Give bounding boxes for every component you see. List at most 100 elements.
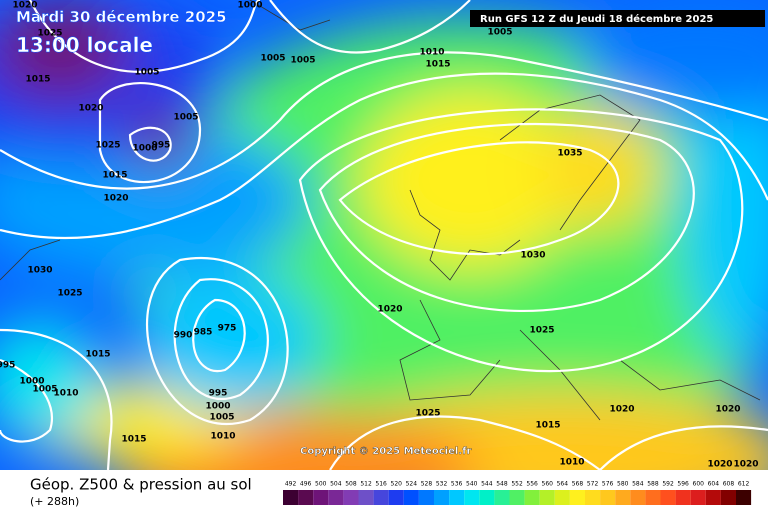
color-scale: 492 496 500 504 508 512 516 520 524 528 532 536 540 5… — [283, 481, 752, 505]
isobar-labels: 1000 1005 1020 1025 1015 1005 1005 1005 1010 1015… — [0, 1, 759, 470]
scale-swatch — [403, 490, 419, 505]
scale-label: 536 — [451, 481, 463, 488]
scale-swatch — [298, 490, 314, 505]
isobar-label: 1020 — [103, 194, 128, 204]
scale-swatch — [569, 490, 585, 505]
isobar-label: 1010 — [210, 432, 235, 442]
scale-label: 548 — [496, 481, 508, 488]
forecast-time: 13:00 locale — [16, 33, 153, 57]
scale-label: 600 — [693, 481, 705, 488]
scale-swatch — [660, 490, 676, 505]
isobar-label: 1005 — [209, 413, 234, 423]
isobar-label: 1025 — [529, 326, 554, 336]
scale-swatch — [720, 490, 736, 505]
scale-swatch — [524, 490, 540, 505]
isobar-label: 1020 — [733, 460, 758, 470]
isobar-label: 1005 — [32, 385, 57, 395]
scale-label: 584 — [632, 481, 644, 488]
isobar-label: 1010 — [419, 48, 444, 58]
run-box — [470, 10, 765, 27]
scale-label: 512 — [360, 481, 372, 488]
scale-label: 608 — [723, 481, 735, 488]
scale-swatch — [554, 490, 570, 505]
isobar-label: 1020 — [609, 405, 634, 415]
scale-label: 604 — [708, 481, 720, 488]
scale-swatch — [600, 490, 616, 505]
scale-label: 516 — [375, 481, 387, 488]
isobar-label: 1005 — [173, 113, 198, 123]
scale-label: 520 — [391, 481, 403, 488]
isobar-label: 1015 — [425, 60, 450, 70]
isobar-label: 1020 — [707, 460, 732, 470]
scale-swatch — [283, 490, 299, 505]
footer-title: Géop. Z500 & pression au sol — [30, 476, 252, 494]
scale-label: 508 — [345, 481, 357, 488]
scale-swatch — [615, 490, 631, 505]
isobar-label: 1025 — [37, 29, 62, 39]
scale-swatch — [343, 490, 359, 505]
isobar-label: 975 — [218, 324, 237, 334]
scale-label: 592 — [662, 481, 674, 488]
isobar-label: 985 — [194, 328, 213, 338]
scale-label: 552 — [511, 481, 523, 488]
scale-label: 588 — [647, 481, 659, 488]
scale-label: 596 — [677, 481, 689, 488]
isobar-label: 1020 — [377, 305, 402, 315]
isobar-label: 1015 — [25, 75, 50, 85]
isobar-label: 995 — [152, 141, 171, 151]
isobar-label: 1005 — [260, 54, 285, 64]
isobar-label: 1015 — [85, 350, 110, 360]
scale-label: 580 — [617, 481, 629, 488]
scale-swatch — [645, 490, 661, 505]
isobar-label: 1020 — [78, 104, 103, 114]
forecast-date: Mardi 30 décembre 2025 — [16, 8, 227, 26]
scale-label: 544 — [481, 481, 493, 488]
scale-label: 572 — [587, 481, 599, 488]
scale-label: 556 — [526, 481, 538, 488]
isobar-label: 990 — [174, 331, 193, 341]
isobar-label: 995 — [0, 361, 15, 371]
footer-lead: (+ 288h) — [30, 495, 79, 508]
scale-label: 560 — [542, 481, 554, 488]
scale-label: 528 — [421, 481, 433, 488]
isobar-label: 1020 — [715, 405, 740, 415]
isobar-label: 1025 — [415, 409, 440, 419]
run-info: Run GFS 12 Z du Jeudi 18 décembre 2025 — [480, 13, 713, 25]
isobar-label: 1005 — [134, 68, 159, 78]
scale-swatch — [736, 490, 752, 505]
isobar-label: 1015 — [535, 421, 560, 431]
scale-label: 576 — [602, 481, 614, 488]
scale-label: 500 — [315, 481, 327, 488]
scale-swatch — [705, 490, 721, 505]
isobar-label: 1015 — [121, 435, 146, 445]
isobar-label: 1035 — [557, 149, 582, 159]
scale-label: 568 — [572, 481, 584, 488]
isobar-label: 1030 — [27, 266, 52, 276]
isobar-label: 1015 — [102, 171, 127, 181]
isobar-label: 995 — [209, 389, 228, 399]
scale-label: 532 — [436, 481, 448, 488]
scale-swatch — [373, 490, 389, 505]
scale-swatch — [313, 490, 329, 505]
scale-swatch — [509, 490, 525, 505]
scale-swatch — [585, 490, 601, 505]
scale-swatch — [539, 490, 555, 505]
scale-label: 496 — [300, 481, 312, 488]
scale-swatch — [388, 490, 404, 505]
isobar-label: 1020 — [12, 1, 37, 11]
isobar-label: 1005 — [290, 56, 315, 66]
scale-swatch — [449, 490, 465, 505]
scale-label: 504 — [330, 481, 342, 488]
isobar-label: 1030 — [520, 251, 545, 261]
scale-label: 612 — [738, 481, 750, 488]
scale-label: 564 — [557, 481, 569, 488]
copyright: Copyright © 2025 Meteociel.fr — [300, 446, 471, 457]
isobar-label: 1000 — [132, 144, 157, 154]
scale-label: 540 — [466, 481, 478, 488]
scale-swatch — [358, 490, 374, 505]
scale-swatch — [418, 490, 434, 505]
scale-swatch — [494, 490, 510, 505]
